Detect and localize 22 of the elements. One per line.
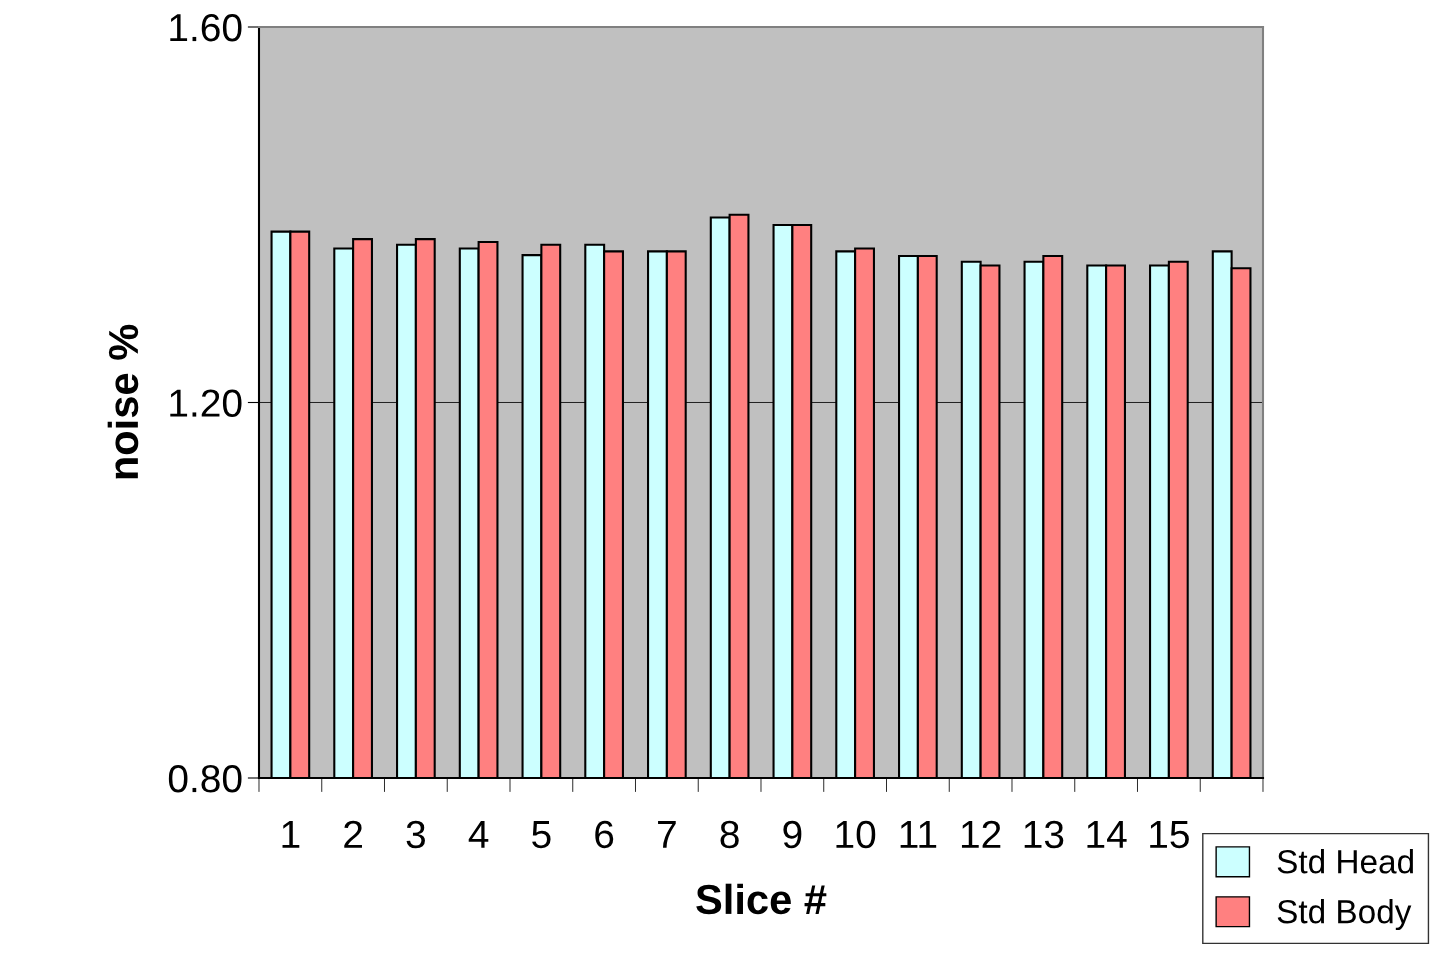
x-tick-label: 1 bbox=[282, 821, 300, 848]
x-tick-label: 6 bbox=[595, 820, 614, 849]
x-tick-label: 7 bbox=[658, 821, 676, 848]
x-tick-label: 9 bbox=[783, 820, 802, 849]
x-axis-title: Slice # bbox=[696, 883, 827, 915]
legend-label: Std Head bbox=[1277, 849, 1413, 874]
x-tick-label: 3 bbox=[406, 820, 425, 849]
x-tick-label: 14 bbox=[1087, 821, 1127, 848]
y-axis-title: noise % bbox=[107, 324, 139, 479]
x-tick-label: 10 bbox=[836, 820, 876, 849]
x-tick-label: 11 bbox=[900, 821, 937, 848]
y-tick-label: 1.20 bbox=[170, 389, 242, 417]
legend-label: Std Body bbox=[1277, 899, 1412, 931]
x-tick-label: 4 bbox=[468, 821, 489, 848]
x-tick-label: 2 bbox=[344, 820, 362, 848]
x-tick-label: 8 bbox=[720, 820, 739, 849]
y-tick-label: 1.60 bbox=[170, 13, 242, 42]
x-tick-label: 5 bbox=[532, 821, 551, 849]
x-tick-label: 13 bbox=[1024, 820, 1064, 849]
y-tick-label: 0.80 bbox=[168, 764, 242, 793]
x-tick-label: 12 bbox=[961, 820, 1001, 848]
x-tick-label: 15 bbox=[1150, 821, 1189, 849]
